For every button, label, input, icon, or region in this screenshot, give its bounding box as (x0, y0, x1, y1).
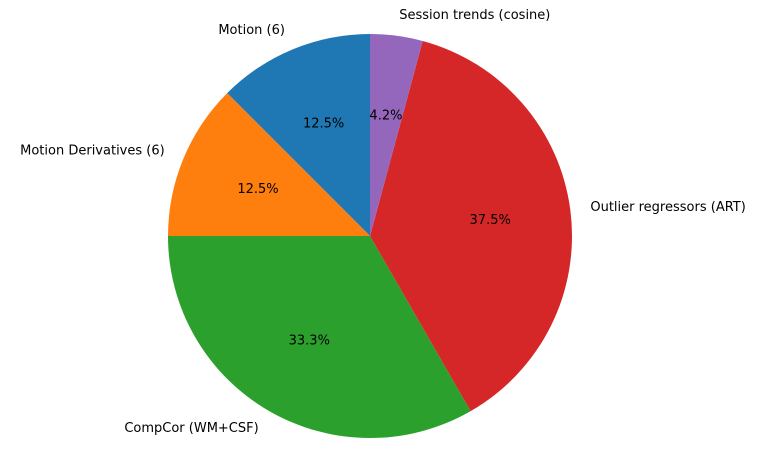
pie-slice-category-label: CompCor (WM+CSF) (124, 421, 258, 436)
pie-slice-session-trends-cosine (370, 33, 423, 236)
pie-slice-category-label: Motion Derivatives (6) (20, 143, 165, 158)
pie-slice-outlier-regressors-art (370, 40, 573, 412)
pie-slice-category-label: Outlier regressors (ART) (590, 200, 745, 215)
pie-slice-percent-label: 4.2% (369, 108, 402, 123)
pie-slice-motion-6 (227, 34, 370, 236)
pie-slice-percent-label: 33.3% (289, 333, 330, 348)
pie-slice-category-label: Session trends (cosine) (399, 8, 550, 23)
pie-slice-motion-derivatives-6 (168, 93, 370, 236)
pie-slice-compcor-wm-csf (168, 236, 471, 438)
pie-slice-category-label: Motion (6) (218, 23, 285, 38)
pie-slice-percent-label: 12.5% (237, 182, 278, 197)
pie-slice-percent-label: 12.5% (303, 117, 344, 132)
pie-slice-percent-label: 37.5% (470, 213, 511, 228)
